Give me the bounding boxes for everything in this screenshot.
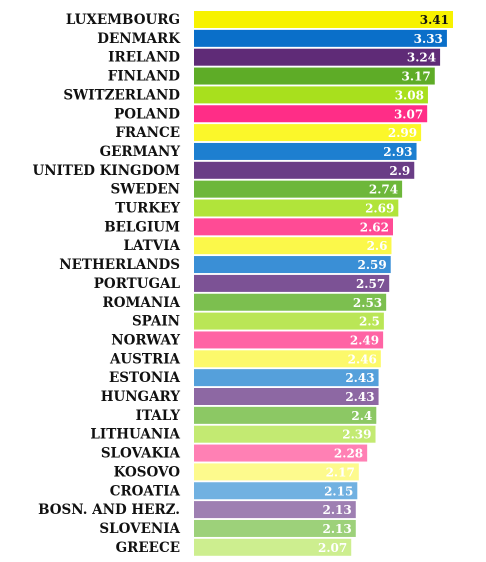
bar-kosovo bbox=[194, 463, 359, 481]
bar-lithuania bbox=[194, 425, 376, 443]
value-label-greece: 2.07 bbox=[318, 541, 347, 555]
category-label-spain: SPAIN bbox=[132, 314, 180, 330]
value-label-slovakia: 2.28 bbox=[334, 447, 363, 461]
bar-slovakia bbox=[194, 444, 368, 462]
category-label-portugal: PORTUGAL bbox=[94, 276, 181, 292]
value-label-belgium: 2.62 bbox=[360, 220, 389, 234]
bar-switzerland bbox=[194, 86, 428, 104]
value-label-switzerland: 3.08 bbox=[395, 88, 424, 102]
value-label-portugal: 2.57 bbox=[356, 277, 385, 291]
category-label-finland: FINLAND bbox=[108, 69, 181, 85]
value-label-france: 2.99 bbox=[388, 126, 417, 140]
value-label-latvia: 2.6 bbox=[367, 239, 388, 253]
category-label-slovenia: SLOVENIA bbox=[99, 521, 180, 537]
bar-croatia bbox=[194, 482, 358, 500]
bars-group bbox=[194, 11, 453, 556]
bar-poland bbox=[194, 105, 428, 123]
value-label-slovenia: 2.13 bbox=[323, 522, 352, 536]
value-label-poland: 3.07 bbox=[394, 107, 423, 121]
category-label-estonia: ESTONIA bbox=[109, 370, 180, 386]
bar-sweden bbox=[194, 180, 403, 198]
bar-belgium bbox=[194, 218, 393, 236]
category-label-slovakia: SLOVAKIA bbox=[101, 446, 181, 462]
category-label-switzerland: SWITZERLAND bbox=[63, 87, 180, 103]
category-label-greece: GREECE bbox=[116, 540, 180, 556]
value-label-croatia: 2.15 bbox=[324, 484, 353, 498]
category-label-denmark: DENMARK bbox=[97, 31, 181, 47]
value-label-estonia: 2.43 bbox=[345, 371, 374, 385]
bar-spain bbox=[194, 312, 384, 330]
category-label-poland: POLAND bbox=[114, 106, 180, 122]
bar-luxembourg bbox=[194, 11, 453, 28]
value-label-lithuania: 2.39 bbox=[342, 428, 371, 442]
category-label-turkey: TURKEY bbox=[115, 201, 180, 217]
value-label-denmark: 3.33 bbox=[414, 32, 443, 46]
value-label-finland: 3.17 bbox=[402, 70, 431, 84]
bar-portugal bbox=[194, 274, 390, 292]
category-label-italy: ITALY bbox=[136, 408, 181, 424]
category-label-croatia: CROATIA bbox=[110, 483, 181, 499]
value-label-austria: 2.46 bbox=[348, 352, 377, 366]
bar-turkey bbox=[194, 199, 399, 217]
category-label-hungary: HUNGARY bbox=[101, 389, 181, 405]
category-label-france: FRANCE bbox=[115, 125, 180, 141]
category-label-netherlands: NETHERLANDS bbox=[59, 257, 180, 273]
category-labels-group: LUXEMBOURG DENMARK IRELAND FINLAND SWITZERLA… bbox=[33, 12, 182, 556]
bar-bosn-and-herz bbox=[194, 501, 356, 519]
bar-germany bbox=[194, 142, 417, 160]
bar-denmark bbox=[194, 29, 447, 47]
value-label-norway: 2.49 bbox=[350, 333, 379, 347]
category-label-romania: ROMANIA bbox=[102, 295, 180, 311]
value-label-turkey: 2.69 bbox=[365, 202, 394, 216]
bar-slovenia bbox=[194, 519, 356, 537]
value-label-netherlands: 2.59 bbox=[357, 258, 386, 272]
category-label-united-kingdom: UNITED KINGDOM bbox=[33, 163, 181, 179]
value-label-sweden: 2.74 bbox=[369, 183, 398, 197]
bar-ireland bbox=[194, 48, 441, 66]
bar-hungary bbox=[194, 388, 379, 405]
value-label-spain: 2.5 bbox=[359, 315, 380, 329]
category-label-belgium: BELGIUM bbox=[104, 219, 180, 235]
bar-united-kingdom bbox=[194, 161, 415, 179]
value-label-italy: 2.4 bbox=[351, 409, 372, 423]
bar-latvia bbox=[194, 237, 392, 255]
category-label-lithuania: LITHUANIA bbox=[90, 427, 180, 443]
category-label-ireland: IRELAND bbox=[108, 50, 180, 66]
category-label-kosovo: KOSOVO bbox=[114, 464, 181, 480]
bar-austria bbox=[194, 350, 381, 368]
bar-finland bbox=[194, 67, 435, 85]
bar-romania bbox=[194, 293, 387, 311]
value-label-germany: 2.93 bbox=[383, 145, 412, 159]
bar-france bbox=[194, 124, 422, 142]
bar-norway bbox=[194, 331, 384, 349]
value-label-romania: 2.53 bbox=[353, 296, 382, 310]
bar-estonia bbox=[194, 369, 379, 387]
value-label-luxembourg: 3.41 bbox=[420, 13, 449, 27]
category-label-austria: AUSTRIA bbox=[109, 351, 181, 367]
value-label-united-kingdom: 2.9 bbox=[389, 164, 410, 178]
category-label-bosn-and-herz: BOSN. AND HERZ. bbox=[38, 502, 180, 518]
category-label-germany: GERMANY bbox=[100, 144, 181, 160]
value-label-kosovo: 2.17 bbox=[326, 465, 355, 479]
value-label-bosn-and-herz: 2.13 bbox=[323, 503, 352, 517]
bar-netherlands bbox=[194, 256, 391, 274]
bar-greece bbox=[194, 538, 352, 556]
category-label-sweden: SWEDEN bbox=[110, 182, 180, 198]
category-label-luxembourg: LUXEMBOURG bbox=[66, 12, 180, 28]
value-labels-group: 3.41 3.33 3.24 3.17 3.08 3.07 2.99 2.93 2.9 2.74 2… bbox=[318, 13, 449, 555]
value-label-hungary: 2.43 bbox=[345, 390, 374, 404]
bar-italy bbox=[194, 406, 377, 424]
value-label-ireland: 3.24 bbox=[407, 51, 436, 65]
category-label-norway: NORWAY bbox=[111, 332, 180, 348]
category-label-latvia: LATVIA bbox=[123, 238, 180, 254]
